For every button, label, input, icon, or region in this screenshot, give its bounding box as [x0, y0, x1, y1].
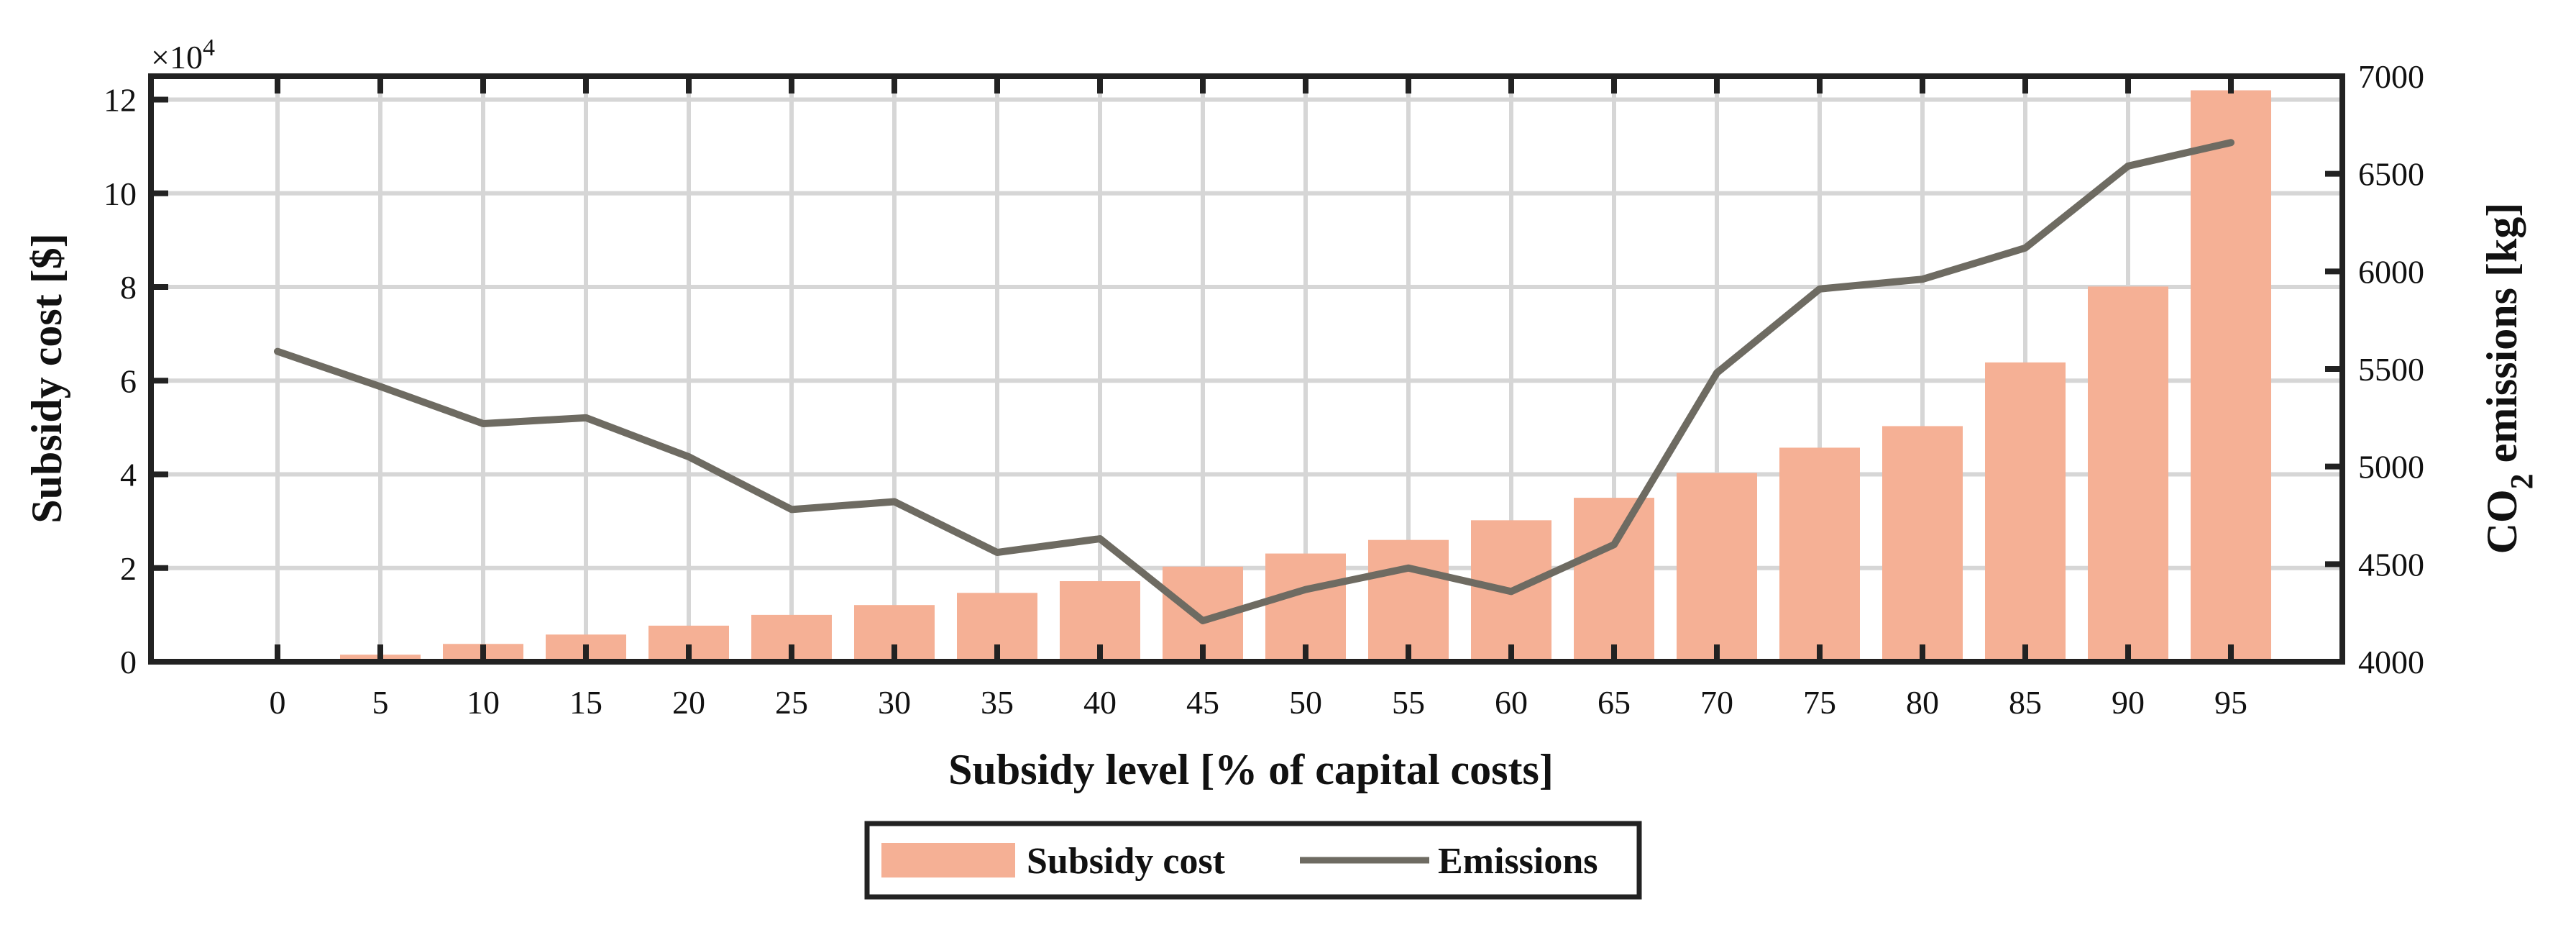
y-left-tick-label: 12 — [104, 82, 137, 119]
bar-subsidy-cost-90 — [2088, 286, 2168, 662]
right-axis-tick-labels: 4000 4500 5000 5500 6000 6500 7000 — [2358, 58, 2424, 680]
x-tick-label: 5 — [372, 684, 389, 721]
point-emissions-15 — [585, 416, 587, 419]
bar-subsidy-cost-80 — [1882, 426, 1963, 662]
point-emissions-90 — [2127, 165, 2129, 167]
x-tick-label: 25 — [775, 684, 808, 721]
right-axis-label: CO2 emissions [kg] — [2478, 203, 2539, 555]
x-tick-label: 50 — [1289, 684, 1322, 721]
y-right-tick-label: 7000 — [2358, 58, 2424, 95]
point-emissions-85 — [2025, 247, 2026, 249]
point-emissions-75 — [1819, 288, 1820, 290]
point-emissions-95 — [2230, 142, 2232, 144]
bar-subsidy-cost-85 — [1985, 362, 2066, 662]
bar-subsidy-cost-70 — [1677, 473, 1757, 662]
y-right-tick-label: 6500 — [2358, 156, 2424, 193]
legend-swatch-subsidy-cost — [881, 843, 1015, 877]
left-axis-label: Subsidy cost [$] — [23, 233, 70, 523]
y-right-tick-label: 5000 — [2358, 449, 2424, 485]
x-tick-label: 95 — [2214, 684, 2247, 721]
x-tick-label: 55 — [1392, 684, 1425, 721]
point-emissions-50 — [1305, 588, 1306, 591]
point-emissions-55 — [1408, 567, 1409, 569]
y-left-tick-label: 4 — [120, 457, 137, 493]
point-emissions-5 — [380, 386, 381, 388]
x-tick-label: 70 — [1700, 684, 1733, 721]
y-right-tick-label: 4500 — [2358, 546, 2424, 583]
y-right-tick-label: 5500 — [2358, 351, 2424, 388]
x-tick-label: 40 — [1083, 684, 1117, 721]
legend: Subsidy cost Emissions — [864, 821, 1642, 900]
y-right-tick-label: 6000 — [2358, 253, 2424, 290]
point-emissions-30 — [894, 501, 895, 503]
point-emissions-0 — [277, 350, 278, 352]
y-right-tick-label: 4000 — [2358, 644, 2424, 680]
bar-subsidy-cost-50 — [1265, 553, 1346, 662]
point-emissions-45 — [1202, 620, 1204, 622]
x-tick-label: 15 — [569, 684, 602, 721]
legend-frame — [864, 821, 1642, 900]
bar-series — [340, 90, 2271, 662]
y-left-tick-label: 10 — [104, 175, 137, 212]
legend-label-subsidy-cost: Subsidy cost — [1027, 841, 1226, 882]
y-left-tick-label: 6 — [120, 363, 137, 399]
point-emissions-10 — [482, 422, 484, 424]
left-axis-tick-labels: 0 2 4 6 8 10 12 — [104, 82, 137, 680]
y-left-tick-label: 0 — [120, 644, 137, 680]
x-tick-label: 80 — [1906, 684, 1939, 721]
y-left-tick-label: 2 — [120, 550, 137, 587]
bar-subsidy-cost-95 — [2191, 90, 2271, 662]
y-left-tick-label: 8 — [120, 269, 137, 306]
x-axis-label: Subsidy level [% of capital costs] — [948, 746, 1554, 793]
point-emissions-25 — [791, 509, 792, 511]
x-tick-label: 35 — [981, 684, 1014, 721]
x-tick-label: 10 — [467, 684, 500, 721]
point-emissions-65 — [1613, 544, 1615, 546]
point-emissions-40 — [1099, 538, 1101, 540]
point-emissions-80 — [1922, 278, 1923, 281]
x-axis-tick-labels: 0 5 10 15 20 25 30 35 40 45 50 55 60 65 70 75 80 85 90 95 — [270, 684, 2248, 721]
bar-subsidy-cost-75 — [1779, 447, 1860, 662]
point-emissions-60 — [1511, 591, 1512, 593]
x-tick-label: 65 — [1598, 684, 1631, 721]
left-axis-exponent: ×104 — [151, 35, 215, 76]
x-tick-label: 30 — [878, 684, 911, 721]
plot-frame — [148, 73, 2345, 665]
point-emissions-70 — [1716, 372, 1718, 374]
legend-label-emissions: Emissions — [1438, 841, 1598, 882]
x-tick-label: 90 — [2112, 684, 2145, 721]
x-tick-label: 0 — [270, 684, 286, 721]
x-tick-label: 45 — [1186, 684, 1219, 721]
point-emissions-20 — [688, 456, 689, 458]
bar-subsidy-cost-55 — [1368, 539, 1449, 662]
point-emissions-35 — [996, 552, 998, 554]
x-tick-label: 75 — [1803, 684, 1836, 721]
line-emissions — [274, 139, 2234, 625]
emissions-series — [274, 139, 2234, 625]
x-tick-label: 85 — [2009, 684, 2042, 721]
bar-subsidy-cost-65 — [1574, 498, 1654, 662]
x-tick-label: 60 — [1495, 684, 1528, 721]
x-tick-label: 20 — [672, 684, 705, 721]
